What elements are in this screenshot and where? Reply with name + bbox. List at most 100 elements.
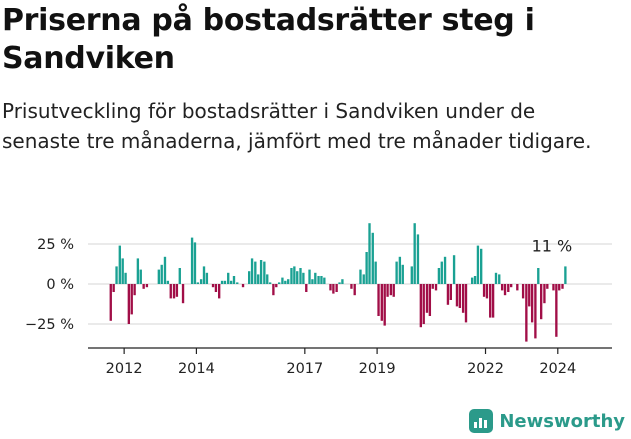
bar: [157, 269, 161, 284]
bar: [341, 279, 344, 284]
bar: [139, 269, 142, 284]
bar: [525, 284, 528, 342]
bar: [218, 284, 221, 299]
bar: [530, 284, 534, 323]
page-title: Priserna på bostadsrätter steg i Sandvik…: [2, 3, 535, 76]
bar: [561, 284, 564, 289]
bar: [223, 280, 227, 284]
bar: [272, 284, 275, 296]
bar: [281, 277, 284, 284]
x-tick-label: 2024: [539, 361, 576, 377]
bar: [537, 268, 540, 284]
bar: [416, 234, 420, 284]
bar: [332, 284, 335, 294]
bar: [241, 284, 245, 288]
x-tick-label: 2022: [467, 361, 504, 377]
bar: [437, 268, 441, 284]
bar: [130, 284, 133, 315]
bar: [521, 284, 525, 299]
bar: [386, 284, 389, 297]
bar: [112, 284, 115, 292]
bar: [296, 271, 299, 284]
x-tick-label: 2017: [286, 361, 323, 377]
bar: [413, 223, 416, 284]
bar: [428, 284, 432, 316]
bar: [470, 277, 474, 284]
bar: [401, 264, 404, 284]
bar: [473, 276, 477, 284]
bar: [365, 252, 368, 284]
bar: [268, 282, 272, 284]
bar: [491, 284, 495, 318]
bar: [353, 284, 356, 296]
latest-value-annotation: 11 %: [532, 236, 573, 255]
bar: [539, 284, 543, 320]
newsworthy-logo-icon: [469, 409, 494, 433]
bar: [254, 261, 257, 284]
bar: [464, 284, 468, 323]
bar: [145, 284, 149, 288]
bar: [257, 274, 260, 284]
y-tick-label: 0 %: [46, 277, 74, 293]
bar: [383, 284, 386, 326]
bar: [510, 284, 513, 288]
bar: [564, 266, 567, 284]
bar: [359, 269, 362, 284]
x-tick-label: 2012: [106, 361, 143, 377]
bar: [178, 268, 181, 284]
bar: [419, 284, 423, 328]
bar: [172, 284, 176, 299]
bar: [127, 284, 131, 324]
bar: [455, 284, 459, 307]
bar: [431, 284, 434, 289]
bar: [293, 266, 296, 284]
bar: [362, 274, 365, 284]
bar: [498, 274, 501, 284]
bar: [124, 272, 127, 284]
bar: [503, 284, 507, 296]
bar: [277, 282, 281, 284]
bar: [546, 284, 549, 289]
bar: [476, 245, 480, 284]
bar: [302, 272, 305, 284]
bar: [266, 274, 269, 284]
bar: [115, 266, 118, 284]
bar: [220, 280, 224, 284]
bar: [317, 276, 320, 284]
bar: [160, 264, 163, 284]
brand-logo: Newsworthy: [469, 409, 625, 433]
bar: [489, 284, 492, 318]
bar: [440, 261, 443, 284]
bar: [350, 284, 353, 289]
bar: [461, 284, 465, 313]
y-tick-label: 25 %: [37, 237, 74, 253]
bar: [193, 242, 197, 284]
bar: [299, 268, 302, 284]
bar: [368, 223, 371, 284]
bar: [371, 232, 374, 284]
page-subtitle: Prisutveckling för bostadsrätter i Sandv…: [2, 99, 592, 153]
bar: [395, 261, 398, 284]
bar: [166, 280, 170, 284]
bar: [196, 282, 200, 284]
bar: [323, 277, 326, 284]
bar: [109, 284, 112, 321]
bar: [227, 272, 230, 284]
bar: [275, 284, 278, 288]
bar: [211, 284, 215, 288]
bar: [422, 284, 425, 324]
bar: [485, 284, 489, 299]
bar: [169, 284, 172, 299]
bar: [392, 284, 395, 297]
bar: [248, 271, 251, 284]
bar: [290, 268, 293, 284]
bar: [190, 237, 194, 284]
bar: [142, 284, 145, 289]
bar: [308, 269, 311, 284]
bar: [528, 284, 531, 307]
bar: [480, 248, 483, 284]
bar: [284, 280, 287, 284]
bar: [202, 266, 206, 284]
bar: [482, 284, 486, 297]
